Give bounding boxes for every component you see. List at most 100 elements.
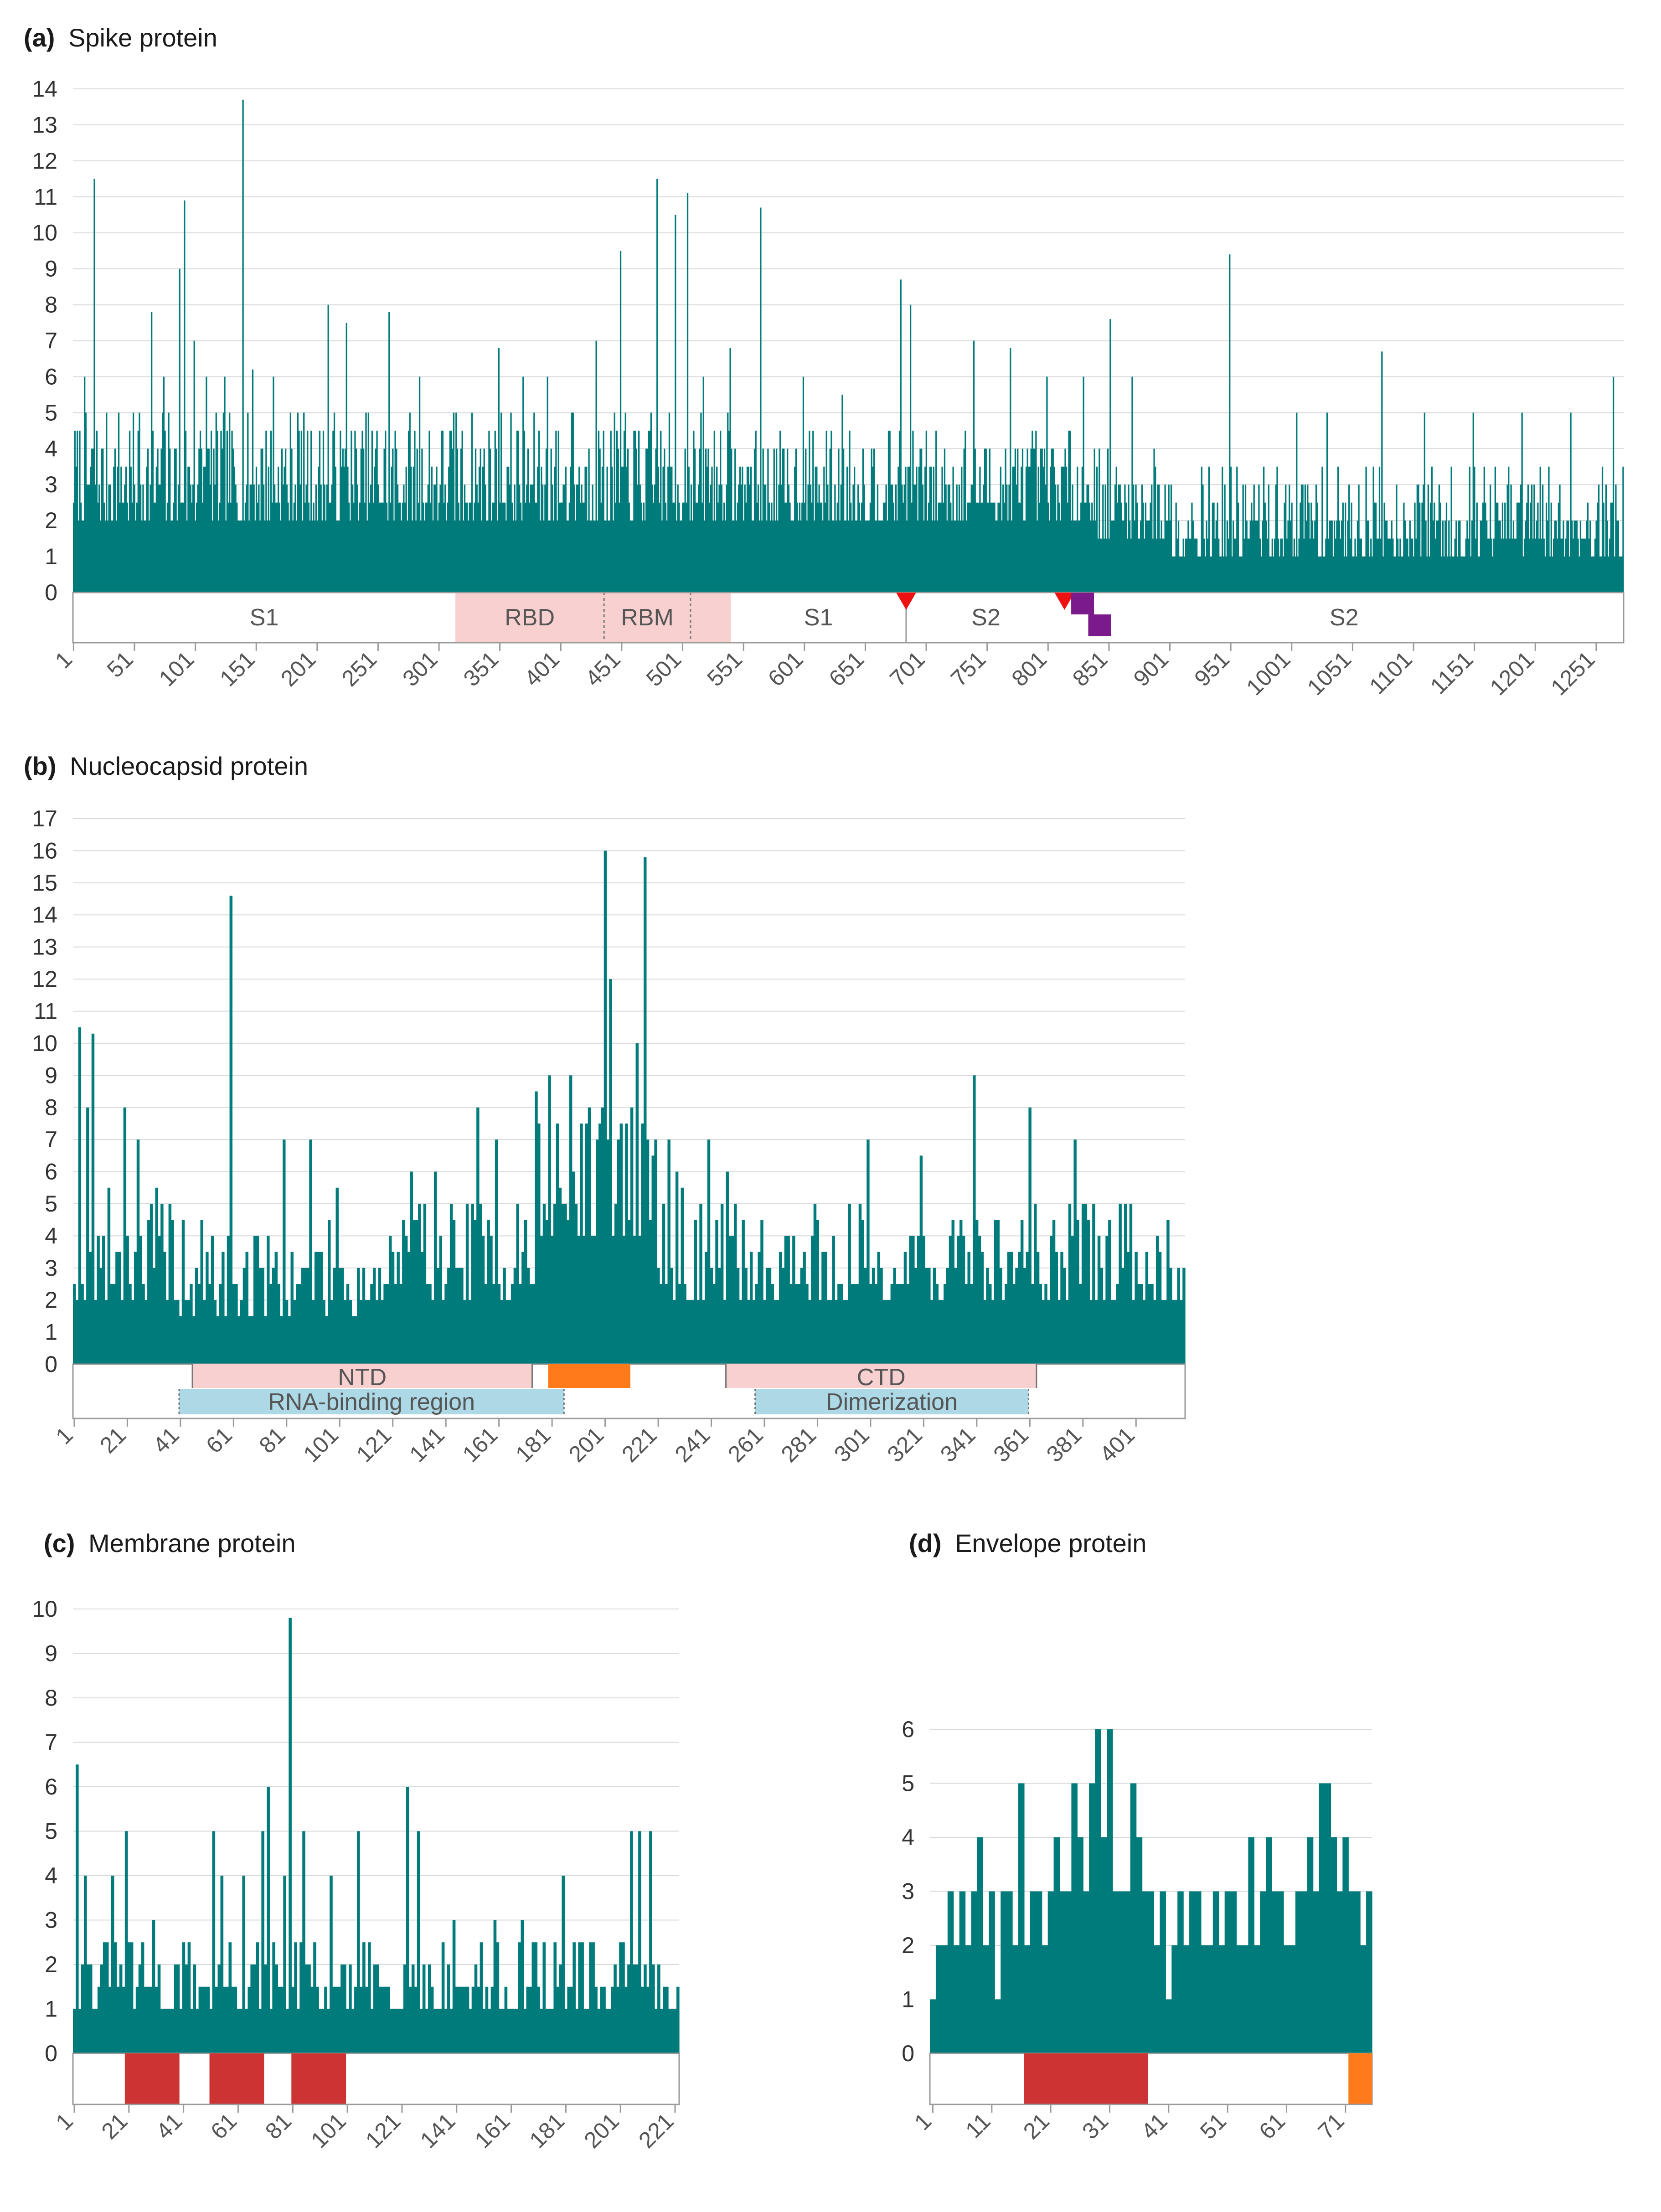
envelope-bar: [1313, 1891, 1320, 2053]
spike-bar: [841, 394, 843, 593]
spike-bar: [773, 449, 775, 593]
nucleocapsid-bar: [1044, 1284, 1047, 1364]
spike-bar: [1510, 485, 1512, 593]
nucleocapsid-region-label: Dimerization: [826, 1389, 958, 1415]
spike-bar: [1445, 502, 1448, 593]
spike-bar: [1203, 538, 1205, 593]
nucleocapsid-bar: [359, 1300, 363, 1364]
nucleocapsid-bar: [638, 1236, 641, 1364]
spike-bar: [979, 466, 981, 593]
membrane-bar: [223, 1986, 227, 2053]
envelope-transmembrane-domain: [1024, 2053, 1148, 2104]
spike-bar: [1315, 485, 1317, 593]
spike-bar: [1392, 538, 1394, 593]
spike-bar: [1621, 557, 1623, 593]
spike-bar: [461, 430, 463, 593]
envelope-bar: [1083, 1891, 1089, 2053]
spike-bar: [718, 485, 720, 593]
spike-bar: [289, 412, 291, 593]
spike-bar: [333, 412, 335, 593]
spike-bar: [820, 502, 823, 593]
spike-bar: [1608, 557, 1609, 593]
spike-bar: [1536, 521, 1537, 593]
spike-bar: [308, 502, 310, 593]
nucleocapsid-bar: [633, 1236, 636, 1364]
spike-bar: [740, 485, 742, 593]
spike-y-tick-label: 11: [34, 184, 57, 210]
spike-bar: [867, 521, 869, 593]
spike-bar: [789, 502, 791, 593]
spike-bar: [217, 430, 218, 593]
nucleocapsid-bar: [232, 1284, 235, 1364]
spike-bar: [1041, 449, 1043, 593]
spike-bar: [400, 521, 402, 593]
membrane-bar: [357, 1831, 360, 2053]
spike-bar: [552, 485, 553, 593]
envelope-bar: [1266, 1837, 1272, 2053]
spike-bar: [74, 430, 76, 593]
spike-bar: [1291, 502, 1293, 593]
spike-bar: [1499, 521, 1501, 593]
spike-bar: [327, 304, 329, 593]
nucleocapsid-bar: [835, 1300, 838, 1364]
nucleocapsid-bar: [240, 1300, 243, 1364]
envelope-bar: [1077, 1837, 1083, 2053]
nucleocapsid-bar: [1132, 1300, 1135, 1364]
nucleocapsid-bar: [715, 1220, 718, 1364]
spike-bar: [1136, 502, 1138, 593]
spike-y-tick-label: 3: [45, 472, 57, 497]
membrane-bar: [86, 1965, 90, 2053]
nucleocapsid-bar: [484, 1284, 488, 1364]
spike-y-tick-label: 2: [45, 508, 57, 533]
spike-bar: [1616, 521, 1618, 593]
nucleocapsid-bar: [298, 1284, 302, 1364]
spike-bar: [181, 502, 183, 593]
spike-bar: [1140, 521, 1142, 593]
spike-bar: [158, 485, 160, 593]
spike-bar: [527, 449, 529, 593]
nucleocapsid-bar: [1034, 1203, 1037, 1364]
membrane-bar: [512, 2009, 516, 2053]
envelope-bar: [1284, 1945, 1290, 2053]
nucleocapsid-region-dimerization: [755, 1389, 1029, 1414]
spike-bar: [117, 466, 119, 593]
nucleocapsid-bar: [912, 1236, 915, 1364]
spike-bar: [420, 521, 422, 593]
spike-bar: [409, 412, 411, 593]
spike-bar: [723, 502, 725, 593]
spike-bar: [774, 521, 776, 593]
spike-bar: [788, 485, 789, 593]
spike-bar: [483, 449, 485, 593]
spike-bar: [115, 521, 117, 593]
spike-bar: [1260, 557, 1262, 593]
nucleocapsid-bar: [768, 1268, 772, 1364]
spike-bar: [563, 485, 566, 593]
nucleocapsid-bar: [99, 1268, 103, 1364]
spike-x-tick-label: 501: [641, 646, 686, 691]
spike-bar: [768, 502, 770, 593]
nucleocapsid-bar: [150, 1203, 153, 1364]
spike-bar: [1067, 502, 1068, 593]
nucleocapsid-y-tick-label: 10: [32, 1031, 57, 1056]
nucleocapsid-bar: [970, 1284, 973, 1364]
spike-bar: [1463, 557, 1465, 593]
nucleocapsid-bar: [1121, 1268, 1125, 1364]
nucleocapsid-domain-label: NTD: [338, 1364, 387, 1391]
nucleocapsid-bar: [224, 1316, 227, 1364]
nucleocapsid-bar: [1026, 1252, 1029, 1364]
spike-bar: [134, 485, 135, 593]
nucleocapsid-bar: [933, 1268, 936, 1364]
spike-bar: [556, 521, 558, 593]
spike-bar: [1238, 557, 1240, 593]
membrane-bar: [302, 1831, 305, 2053]
spike-bar: [576, 485, 578, 593]
membrane-bar: [256, 1942, 259, 2053]
spike-bar: [1196, 538, 1198, 593]
membrane-bar: [78, 2009, 82, 2053]
nucleocapsid-bar: [1002, 1300, 1005, 1364]
membrane-x-tick-label: 61: [206, 2108, 242, 2144]
membrane-bar: [105, 1942, 109, 2053]
envelope-bar: [1183, 1945, 1190, 2053]
spike-bar: [1620, 557, 1622, 593]
spike-bar: [1539, 466, 1541, 593]
